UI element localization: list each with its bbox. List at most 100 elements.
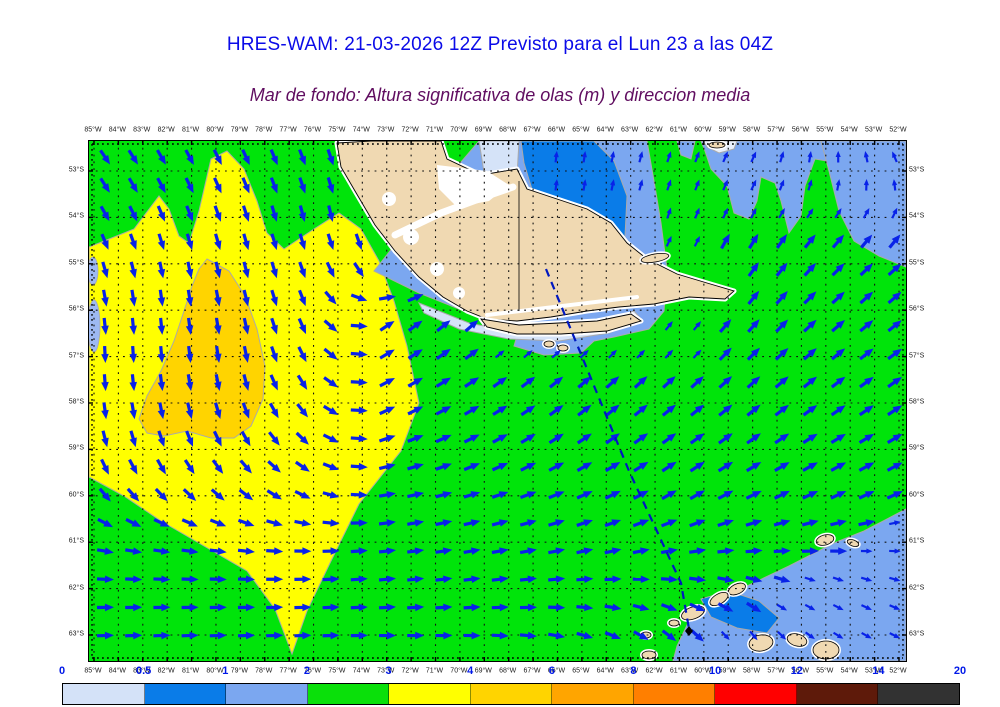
- lon-label-top: 55°W: [816, 126, 834, 134]
- lon-label-bottom: 73°W: [377, 667, 395, 675]
- wave-arrow: [463, 603, 481, 612]
- wave-arrow: [665, 235, 672, 247]
- wave-arrow: [322, 404, 339, 415]
- wave-arrow: [213, 177, 222, 194]
- wave-arrow: [689, 602, 706, 612]
- wave-arrow: [801, 519, 819, 527]
- wave-arrow: [126, 487, 140, 502]
- wave-arrow: [604, 490, 621, 500]
- lat-label-right: 53°S: [909, 166, 925, 174]
- wave-arrow: [325, 261, 335, 278]
- wave-arrow: [804, 603, 816, 611]
- wave-arrow: [378, 294, 396, 302]
- wave-arrow: [632, 490, 649, 500]
- wave-arrow: [350, 350, 368, 358]
- wave-arrow: [831, 234, 845, 249]
- wave-arrow: [860, 576, 873, 582]
- wave-arrow: [378, 575, 396, 584]
- lon-label-top: 58°W: [743, 126, 761, 134]
- lon-label-bottom: 65°W: [572, 667, 590, 675]
- wave-arrow: [242, 374, 250, 391]
- wave-arrow: [661, 461, 677, 473]
- wave-arrow: [604, 547, 622, 555]
- wave-arrow: [858, 405, 874, 417]
- wave-arrow: [298, 261, 306, 279]
- wave-arrow: [717, 519, 734, 527]
- wave-arrow: [436, 320, 451, 333]
- wave-arrow: [128, 233, 137, 250]
- colorbar-segment: [470, 684, 553, 704]
- lon-label-bottom: 77°W: [279, 667, 297, 675]
- wave-arrow: [99, 177, 110, 193]
- lat-label-left: 58°S: [68, 398, 84, 406]
- lon-label-top: 75°W: [328, 126, 346, 134]
- wave-arrow: [604, 575, 622, 584]
- wave-arrow: [491, 462, 509, 472]
- wave-arrow: [520, 462, 537, 472]
- wave-arrow: [181, 603, 199, 612]
- wave-arrow: [241, 177, 250, 194]
- wave-arrow: [777, 631, 787, 640]
- wave-arrow: [889, 604, 901, 610]
- wave-arrow: [718, 376, 733, 389]
- wave-arrow: [745, 575, 763, 583]
- wave-arrow: [745, 462, 762, 473]
- colorbar-segment: [715, 684, 797, 704]
- wave-arrow: [241, 402, 250, 419]
- wave-arrow: [350, 434, 368, 443]
- wave-arrow: [214, 233, 222, 251]
- wave-arrow: [718, 404, 733, 417]
- colorbar-value: 6: [548, 665, 555, 677]
- lat-label-right: 60°S: [909, 491, 925, 499]
- lon-label-bottom: 83°W: [133, 667, 151, 675]
- wave-arrow: [887, 263, 902, 277]
- wave-arrow: [520, 405, 536, 417]
- wave-arrow: [464, 320, 479, 333]
- landmass: [336, 141, 735, 322]
- wave-arrow: [519, 519, 537, 527]
- wave-arrow: [210, 488, 225, 501]
- wave-arrow: [892, 151, 898, 163]
- wave-arrow: [154, 487, 168, 502]
- lon-label-bottom: 67°W: [523, 667, 541, 675]
- wave-arrow: [860, 548, 873, 554]
- lon-label-top: 63°W: [621, 126, 639, 134]
- wave-arrow: [463, 491, 481, 499]
- wave-arrow: [576, 575, 594, 584]
- wave-arrow: [548, 491, 565, 500]
- wave-arrow: [296, 403, 308, 418]
- wave-arrow: [157, 374, 166, 392]
- lon-label-top: 67°W: [523, 126, 541, 134]
- wave-arrow: [717, 547, 735, 555]
- fjord: [430, 262, 444, 276]
- lon-label-bottom: 79°W: [230, 667, 248, 675]
- wave-arrow: [184, 177, 194, 194]
- wave-arrow: [807, 179, 813, 191]
- track-line: [544, 268, 691, 630]
- wave-arrow: [745, 490, 762, 500]
- wave-arrow: [237, 603, 255, 612]
- wave-arrow: [435, 631, 453, 640]
- wave-arrow: [407, 377, 424, 388]
- wave-arrow: [350, 462, 368, 471]
- wave-arrow: [435, 491, 453, 499]
- wave-arrow: [214, 317, 222, 335]
- wave-arrow: [607, 349, 617, 359]
- wave-arrow: [633, 376, 648, 389]
- lon-label-bottom: 69°W: [474, 667, 492, 675]
- lon-label-top: 74°W: [352, 126, 370, 134]
- wave-arrow: [296, 374, 308, 390]
- wave-arrow: [240, 430, 251, 447]
- colorbar-value: 2: [303, 665, 310, 677]
- wave-arrow: [694, 179, 700, 191]
- wave-arrow: [722, 207, 728, 219]
- wave-arrow: [127, 177, 138, 193]
- wave-arrow: [463, 519, 481, 527]
- island: [709, 591, 729, 607]
- wave-arrow: [576, 631, 594, 640]
- wave-arrow: [181, 518, 198, 527]
- lon-label-bottom: 55°W: [816, 667, 834, 675]
- wave-arrow: [435, 406, 452, 416]
- wave-arrow: [185, 261, 194, 279]
- wave-arrow: [464, 377, 480, 388]
